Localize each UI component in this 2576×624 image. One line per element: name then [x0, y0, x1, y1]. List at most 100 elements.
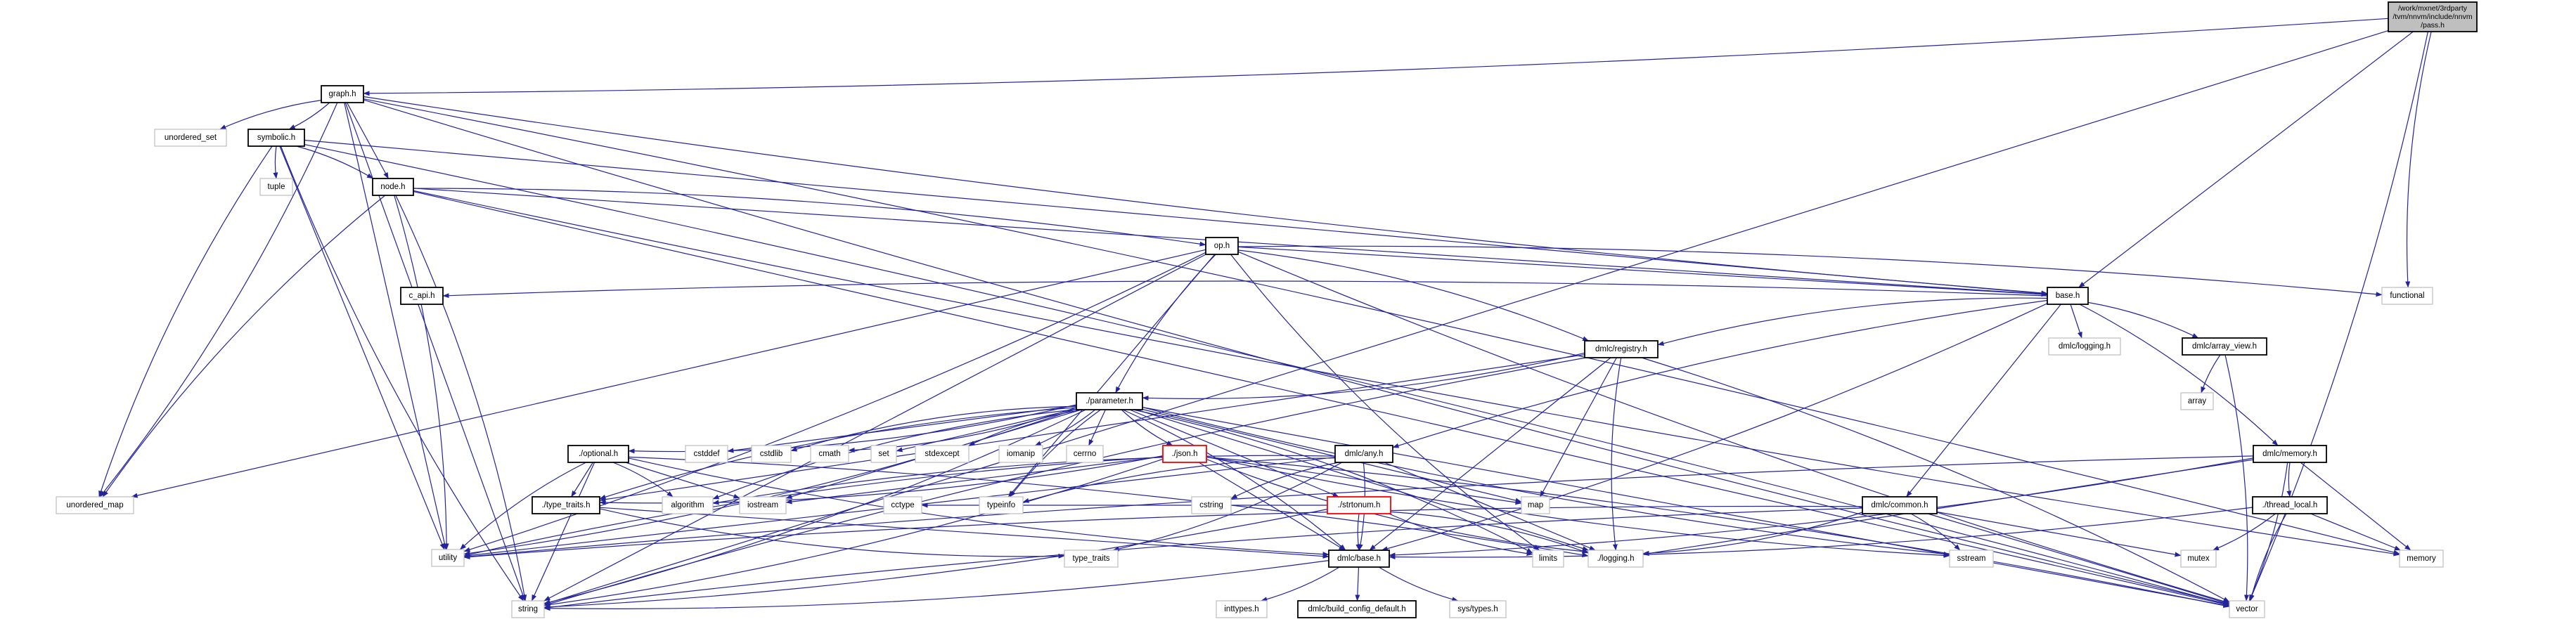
edge-op_h-to-limits [1230, 254, 1540, 551]
graph-node-cerrno: cerrno [1066, 445, 1104, 463]
graph-node-dmlc-any-h[interactable]: dmlc/any.h [1334, 445, 1393, 463]
graph-node-dmlc-array-view-h[interactable]: dmlc/array_view.h [2182, 337, 2267, 356]
node-label: limits [1539, 554, 1557, 563]
edge-op_h-to-string [543, 254, 1206, 602]
node-label: ./optional.h [579, 450, 618, 458]
edge-node_h-to-op_h [413, 188, 1206, 247]
edge-dmlc_any_h-to-typeinfo [1022, 457, 1336, 503]
edge-dmlc_registry_h-to-map [1540, 357, 1617, 498]
graph-node-dmlc-registry-h[interactable]: dmlc/registry.h [1584, 340, 1659, 358]
node-label: cctype [891, 501, 914, 509]
edge-node_h-to-memory [413, 190, 2400, 557]
edge-pass_h-to-vector [2249, 31, 2428, 602]
graph-node-graph-h[interactable]: graph.h [321, 85, 364, 103]
edge-dmlc_any_h-to-cstring [1230, 462, 1339, 500]
edge-type_traits_h-to-dmlc_base_h [599, 507, 1329, 559]
graph-node-c-api-h[interactable]: c_api.h [400, 287, 444, 305]
edge-op_h-to-base_h [1237, 246, 2048, 297]
node-label: dmlc/build_config_default.h [1308, 605, 1405, 613]
graph-node-base-h[interactable]: base.h [2047, 287, 2089, 305]
edge-dmlc_registry_h-to-type_traits_h [599, 354, 1585, 502]
node-label: inttypes.h [1224, 605, 1258, 613]
edge-base_h-to-dmlc_base_h [1381, 303, 2048, 552]
edge-thread_local_h-to-mutex [2213, 513, 2276, 551]
node-label: string [518, 605, 538, 613]
node-label: iomanip [1007, 450, 1035, 458]
edge-op_h-to-unordered_map [131, 249, 1206, 498]
graph-node-vector: vector [2229, 600, 2265, 618]
graph-node-mutex: mutex [2180, 550, 2217, 568]
edge-symbolic_h-to-string [280, 145, 524, 602]
graph-node-dmlc-common-h[interactable]: dmlc/common.h [1862, 496, 1938, 514]
edge-json_h-to-dmlc_base_h [1198, 462, 1346, 551]
graph-node-dmlc-base-h[interactable]: dmlc/base.h [1328, 550, 1390, 568]
edge-node_h-to-utility [394, 195, 449, 550]
graph-node-type-traits-h[interactable]: ./type_traits.h [532, 496, 600, 514]
graph-node-parameter-h[interactable]: ./parameter.h [1076, 392, 1143, 410]
node-label: unordered_set [165, 134, 217, 142]
edge-parameter_h-to-typeinfo [1010, 409, 1101, 498]
edge-json_h-to-sstream [1206, 456, 1950, 558]
graph-node-cctype: cctype [883, 496, 922, 514]
graph-node-dmlc-memory-h[interactable]: dmlc/memory.h [2253, 445, 2327, 463]
edge-parameter_h-to-cerrno [1088, 409, 1106, 446]
edge-dmlc_memory_h-to-dmlc_base_h [1389, 457, 2254, 558]
node-label: dmlc/registry.h [1595, 345, 1647, 353]
edge-base_h-to-dmlc_array_view_h [2087, 301, 2199, 339]
edge-json_h-to-string [543, 458, 1164, 607]
graph-node-build-config[interactable]: dmlc/build_config_default.h [1297, 600, 1417, 618]
graph-node-node-h[interactable]: node.h [372, 178, 414, 196]
edge-dmlc_any_h-to-logging_h [1384, 462, 1596, 551]
node-label: cmath [818, 450, 840, 458]
edge-op_h-to-vector [1237, 251, 2230, 604]
node-label: map [1528, 501, 1543, 509]
graph-node-op-h[interactable]: op.h [1205, 237, 1239, 255]
graph-node-cstdlib: cstdlib [751, 445, 792, 463]
edge-optional_h-to-type_traits_h [571, 462, 593, 498]
node-label: memory [2407, 554, 2436, 563]
edge-dmlc_memory_h-to-logging_h [1642, 459, 2254, 557]
edge-parameter_h-to-json_h [1121, 409, 1173, 446]
edge-parameter_h-to-stdexcept [968, 409, 1083, 446]
edge-dmlc_memory_h-to-memory [2300, 462, 2411, 551]
node-label: base.h [2056, 292, 2080, 300]
edge-dmlc_common_h-to-utility [463, 505, 1863, 560]
graph-node-logging-h: ./logging.h [1588, 550, 1644, 568]
graph-node-inttypes-h: inttypes.h [1216, 600, 1268, 618]
edge-graph_h-to-base_h [363, 96, 2048, 296]
graph-node-memory: memory [2399, 550, 2444, 568]
edge-symbolic_h-to-utility [279, 145, 445, 550]
graph-node-symbolic-h[interactable]: symbolic.h [247, 129, 305, 147]
edge-pass_h-to-string [543, 30, 2389, 605]
node-label: cerrno [1074, 450, 1097, 458]
edge-optional_h-to-dmlc_base_h [628, 457, 1329, 557]
node-label: c_api.h [408, 292, 434, 300]
node-label: stdexcept [925, 450, 960, 458]
node-label: node.h [380, 183, 405, 191]
edge-dmlc_base_h-to-inttypes_h [1261, 566, 1340, 602]
edge-parameter_h-to-set [896, 408, 1077, 453]
graph-node-optional-h[interactable]: ./optional.h [567, 445, 629, 463]
edge-strtonum_h-to-string [543, 509, 1328, 610]
edge-graph_h-to-unordered_map [99, 102, 338, 498]
edge-dmlc_memory_h-to-utility [463, 455, 2254, 559]
edge-dmlc_base_h-to-sys_types_h [1378, 566, 1459, 602]
edge-parameter_h-to-dmlc_base_h [1122, 409, 1346, 551]
node-label: sys/types.h [1457, 605, 1498, 613]
graph-node-json-h[interactable]: ./json.h [1162, 445, 1207, 463]
node-label: cstring [1199, 501, 1223, 509]
edge-op_h-to-dmlc_registry_h [1237, 249, 1590, 342]
node-label: ./thread_local.h [2262, 501, 2318, 509]
edge-graph_h-to-symbolic_h [288, 102, 330, 130]
edge-graph_h-to-vector [363, 99, 2230, 606]
edge-dmlc_registry_h-to-vector [1641, 357, 2230, 603]
edge-graph_h-to-unordered_set [219, 100, 322, 130]
edge-base_h-to-dmlc_logging_h [2070, 304, 2082, 339]
graph-node-thread-local-h[interactable]: ./thread_local.h [2252, 496, 2328, 514]
edge-graph_h-to-utility [344, 102, 447, 550]
graph-node-strtonum-h[interactable]: ./strtonum.h [1327, 496, 1391, 514]
edge-node_h-to-string [395, 195, 527, 602]
edge-parameter_h-to-map [1142, 408, 1522, 503]
node-label: dmlc/logging.h [2059, 342, 2111, 351]
node-label: cstddef [693, 450, 720, 458]
